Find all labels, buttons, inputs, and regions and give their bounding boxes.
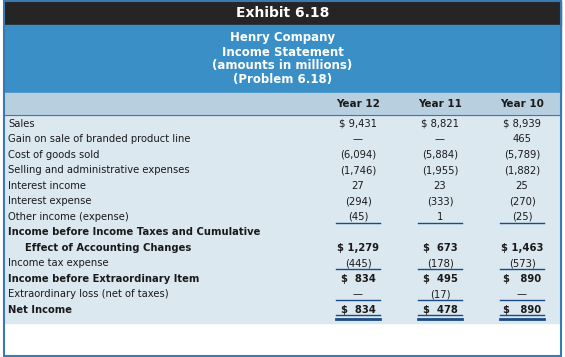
Text: Income before Extraordinary Item: Income before Extraordinary Item: [8, 273, 199, 283]
Text: 23: 23: [434, 181, 446, 191]
Text: (5,884): (5,884): [422, 150, 458, 160]
Text: $   890: $ 890: [503, 305, 541, 315]
Text: —: —: [353, 134, 363, 144]
Text: $  834: $ 834: [341, 273, 375, 283]
Text: 25: 25: [516, 181, 528, 191]
Text: Exhibit 6.18: Exhibit 6.18: [236, 6, 329, 20]
Text: Interest expense: Interest expense: [8, 196, 92, 206]
Text: 1: 1: [437, 212, 443, 222]
Text: (294): (294): [345, 196, 371, 206]
Text: (1,955): (1,955): [422, 165, 458, 175]
Text: (1,746): (1,746): [340, 165, 376, 175]
Text: $  673: $ 673: [423, 242, 457, 252]
Text: Income tax expense: Income tax expense: [8, 258, 108, 268]
Text: $ 1,463: $ 1,463: [501, 242, 543, 252]
Text: Net Income: Net Income: [8, 305, 72, 315]
Text: 465: 465: [512, 134, 532, 144]
Text: —: —: [353, 289, 363, 299]
Text: $  478: $ 478: [423, 305, 458, 315]
Bar: [4, 93, 561, 115]
Text: (178): (178): [427, 258, 453, 268]
Text: (270): (270): [508, 196, 536, 206]
Text: Cost of goods sold: Cost of goods sold: [8, 150, 99, 160]
Text: Year 10: Year 10: [500, 99, 544, 109]
Text: (333): (333): [427, 196, 453, 206]
Text: (25): (25): [512, 212, 532, 222]
Text: Gain on sale of branded product line: Gain on sale of branded product line: [8, 134, 190, 144]
Text: Interest income: Interest income: [8, 181, 86, 191]
Text: $   890: $ 890: [503, 273, 541, 283]
Text: (1,882): (1,882): [504, 165, 540, 175]
Text: Year 11: Year 11: [418, 99, 462, 109]
Text: (45): (45): [348, 212, 368, 222]
Text: Henry Company: Henry Company: [230, 31, 335, 45]
Text: —: —: [517, 289, 527, 299]
Text: Income Statement: Income Statement: [221, 45, 344, 59]
Text: $ 1,279: $ 1,279: [337, 242, 379, 252]
Bar: [4, 25, 561, 93]
Text: $ 9,431: $ 9,431: [339, 119, 377, 129]
Text: $  834: $ 834: [341, 305, 375, 315]
Text: Sales: Sales: [8, 119, 34, 129]
Bar: [4, 115, 561, 322]
Text: (573): (573): [508, 258, 536, 268]
Text: (6,094): (6,094): [340, 150, 376, 160]
Text: (445): (445): [345, 258, 371, 268]
Text: $ 8,939: $ 8,939: [503, 119, 541, 129]
Text: Year 12: Year 12: [336, 99, 380, 109]
Text: $ 8,821: $ 8,821: [421, 119, 459, 129]
Text: (amounts in millions): (amounts in millions): [212, 60, 353, 72]
Text: (17): (17): [430, 289, 450, 299]
Text: (Problem 6.18): (Problem 6.18): [233, 74, 332, 86]
Text: Income before Income Taxes and Cumulative: Income before Income Taxes and Cumulativ…: [8, 227, 260, 237]
Text: Other income (expense): Other income (expense): [8, 212, 129, 222]
Text: Extraordinary loss (net of taxes): Extraordinary loss (net of taxes): [8, 289, 168, 299]
Text: Effect of Accounting Changes: Effect of Accounting Changes: [18, 242, 191, 252]
Text: (5,789): (5,789): [504, 150, 540, 160]
Text: 27: 27: [351, 181, 364, 191]
Text: —: —: [435, 134, 445, 144]
Text: $  495: $ 495: [423, 273, 458, 283]
Text: Selling and administrative expenses: Selling and administrative expenses: [8, 165, 190, 175]
Bar: [4, 1, 561, 25]
